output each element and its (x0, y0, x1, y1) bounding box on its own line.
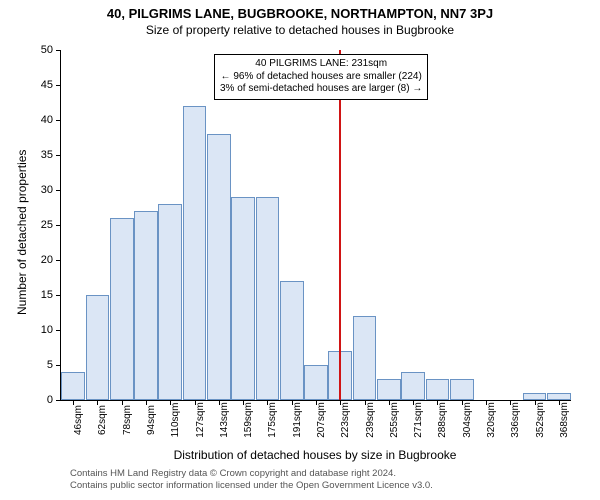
xtick-label: 207sqm (316, 402, 327, 438)
bar (61, 372, 85, 400)
bar (256, 197, 280, 400)
ytick-label: 25 (41, 219, 61, 231)
bar (426, 379, 450, 400)
footer-line-2: Contains public sector information licen… (70, 480, 433, 492)
bar (353, 316, 377, 400)
xtick-label: 78sqm (122, 405, 133, 435)
ytick-label: 35 (41, 149, 61, 161)
annotation-line: ← 96% of detached houses are smaller (22… (220, 71, 422, 84)
bar (134, 211, 158, 400)
chart-container: 40, PILGRIMS LANE, BUGBROOKE, NORTHAMPTO… (0, 0, 600, 500)
xtick-label: 46sqm (73, 405, 84, 435)
ytick-label: 0 (47, 394, 61, 406)
bar (110, 218, 134, 400)
ytick-label: 40 (41, 114, 61, 126)
ytick-label: 5 (47, 359, 61, 371)
bar (183, 106, 207, 400)
xtick-label: 255sqm (389, 402, 400, 438)
footer-line-1: Contains HM Land Registry data © Crown c… (70, 468, 433, 480)
xtick-label: 304sqm (462, 402, 473, 438)
page-subtitle: Size of property relative to detached ho… (0, 21, 600, 37)
ytick-label: 15 (41, 289, 61, 301)
footer-attribution: Contains HM Land Registry data © Crown c… (70, 468, 433, 493)
bar (450, 379, 474, 400)
x-axis-label: Distribution of detached houses by size … (174, 448, 457, 462)
xtick-label: 94sqm (146, 405, 157, 435)
annotation-line: 3% of semi-detached houses are larger (8… (220, 83, 422, 96)
xtick-label: 320sqm (486, 402, 497, 438)
xtick-label: 352sqm (535, 402, 546, 438)
xtick-label: 336sqm (510, 402, 521, 438)
xtick-label: 127sqm (195, 402, 206, 438)
bar (304, 365, 328, 400)
bar (547, 393, 571, 400)
bar (280, 281, 304, 400)
xtick-label: 239sqm (365, 402, 376, 438)
bar (401, 372, 425, 400)
annotation-box: 40 PILGRIMS LANE: 231sqm← 96% of detache… (214, 54, 428, 100)
ytick-label: 50 (41, 44, 61, 56)
ytick-label: 45 (41, 79, 61, 91)
ytick-label: 20 (41, 254, 61, 266)
xtick-label: 62sqm (97, 405, 108, 435)
page-title: 40, PILGRIMS LANE, BUGBROOKE, NORTHAMPTO… (0, 0, 600, 21)
xtick-label: 223sqm (340, 402, 351, 438)
ytick-label: 30 (41, 184, 61, 196)
bar (86, 295, 110, 400)
xtick-label: 110sqm (170, 403, 181, 438)
xtick-label: 159sqm (243, 402, 254, 438)
xtick-label: 368sqm (559, 402, 570, 438)
bar (207, 134, 231, 400)
plot-area: 0510152025303540455046sqm62sqm78sqm94sqm… (60, 50, 571, 401)
ytick-label: 10 (41, 324, 61, 336)
y-axis-label: Number of detached properties (15, 150, 29, 315)
annotation-line: 40 PILGRIMS LANE: 231sqm (220, 58, 422, 71)
bar (231, 197, 255, 400)
xtick-label: 191sqm (292, 402, 303, 438)
xtick-label: 175sqm (267, 402, 278, 438)
bar (158, 204, 182, 400)
marker-line (339, 50, 341, 400)
bar (377, 379, 401, 400)
xtick-label: 288sqm (437, 402, 448, 438)
xtick-label: 143sqm (219, 402, 230, 438)
xtick-label: 271sqm (413, 402, 424, 438)
bar (523, 393, 547, 400)
